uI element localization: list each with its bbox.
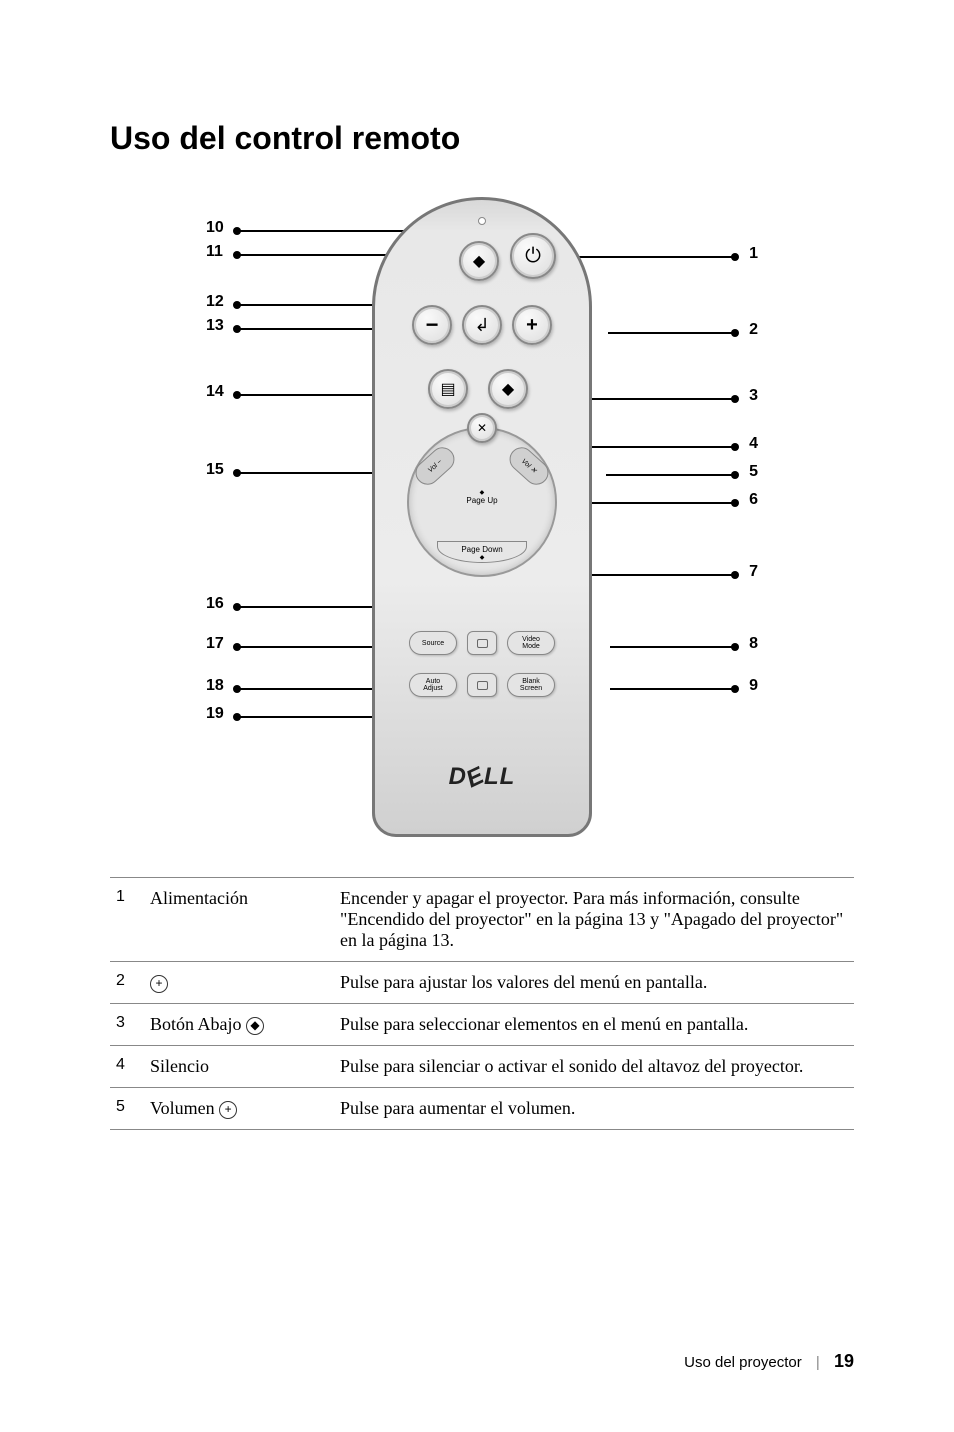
row-label: Alimentación <box>144 878 334 962</box>
blank-screen-button[interactable]: Blank Screen <box>507 673 555 697</box>
menu-button[interactable]: ▤ <box>428 369 468 409</box>
button-row-1: Source Video Mode <box>409 631 555 655</box>
row-desc: Encender y apagar el proyector. Para más… <box>334 878 854 962</box>
dell-logo: DELL <box>449 763 516 791</box>
down-icon: ◆ <box>246 1017 264 1035</box>
up-button[interactable]: ◆ <box>459 241 499 281</box>
mute-button[interactable]: ✕ <box>467 413 497 443</box>
row-desc: Pulse para seleccionar elementos en el m… <box>334 1004 854 1046</box>
callout-8: 8 <box>749 635 758 653</box>
row-label: + <box>144 962 334 1004</box>
video-mode-button[interactable]: Video Mode <box>507 631 555 655</box>
description-table: 1 Alimentación Encender y apagar el proy… <box>110 877 854 1130</box>
callout-13: 13 <box>206 317 224 335</box>
callout-11: 11 <box>206 243 223 261</box>
callout-6: 6 <box>749 491 758 509</box>
callout-4: 4 <box>749 435 758 453</box>
callout-2: 2 <box>749 321 758 339</box>
table-row: 2 + Pulse para ajustar los valores del m… <box>110 962 854 1004</box>
row-label: Silencio <box>144 1046 334 1088</box>
button-row-2: Auto Adjust Blank Screen <box>409 673 555 697</box>
nav-pad: ✕ Vol − Vol ✕ Page Up Page Down <box>407 427 557 577</box>
callout-3: 3 <box>749 387 758 405</box>
keystone-up-button[interactable] <box>467 631 497 655</box>
callout-15: 15 <box>206 461 224 479</box>
table-row: 4 Silencio Pulse para silenciar o activa… <box>110 1046 854 1088</box>
row-desc: Pulse para silenciar o activar el sonido… <box>334 1046 854 1088</box>
callout-12: 12 <box>206 293 224 311</box>
callout-17: 17 <box>206 635 224 653</box>
footer-separator: | <box>816 1354 820 1371</box>
table-row: 5 Volumen + Pulse para aumentar el volum… <box>110 1088 854 1130</box>
plus-icon: + <box>150 975 168 993</box>
down-button[interactable]: ◆ <box>488 369 528 409</box>
row-number: 4 <box>110 1046 144 1088</box>
auto-adjust-button[interactable]: Auto Adjust <box>409 673 457 697</box>
callout-19: 19 <box>206 705 224 723</box>
row-number: 3 <box>110 1004 144 1046</box>
remote-diagram: 10 11 12 13 14 15 16 17 18 19 1 2 3 4 5 … <box>110 197 854 857</box>
source-button[interactable]: Source <box>409 631 457 655</box>
row-label: Volumen + <box>144 1088 334 1130</box>
minus-button[interactable]: − <box>412 305 452 345</box>
callout-16: 16 <box>206 595 224 613</box>
row-desc: Pulse para ajustar los valores del menú … <box>334 962 854 1004</box>
callout-5: 5 <box>749 463 758 481</box>
plus-icon: + <box>219 1101 237 1119</box>
power-button[interactable]: ⏻ <box>510 233 556 279</box>
row-number: 1 <box>110 878 144 962</box>
row-number: 2 <box>110 962 144 1004</box>
page-up-label[interactable]: Page Up <box>466 489 497 505</box>
page-footer: Uso del proyector | 19 <box>684 1351 854 1372</box>
row-number: 5 <box>110 1088 144 1130</box>
plus-button[interactable]: + <box>512 305 552 345</box>
enter-button[interactable]: ↲ <box>462 305 502 345</box>
page-title: Uso del control remoto <box>110 120 854 157</box>
footer-section: Uso del proyector <box>684 1354 802 1371</box>
row-desc: Pulse para aumentar el volumen. <box>334 1088 854 1130</box>
callout-14: 14 <box>206 383 224 401</box>
remote: ⏻ ◆ − ↲ + ▤ ◆ ✕ Vol − Vol ✕ Page Up Page… <box>372 197 592 837</box>
keystone-down-button[interactable] <box>467 673 497 697</box>
callout-10: 10 <box>206 219 224 237</box>
footer-page-number: 19 <box>834 1351 854 1371</box>
callout-1: 1 <box>749 245 758 263</box>
table-row: 1 Alimentación Encender y apagar el proy… <box>110 878 854 962</box>
row-label: Botón Abajo ◆ <box>144 1004 334 1046</box>
led-indicator <box>478 217 486 225</box>
table-row: 3 Botón Abajo ◆ Pulse para seleccionar e… <box>110 1004 854 1046</box>
page-down-label[interactable]: Page Down <box>437 541 527 563</box>
callout-18: 18 <box>206 677 224 695</box>
callout-9: 9 <box>749 677 758 695</box>
callout-7: 7 <box>749 563 758 581</box>
